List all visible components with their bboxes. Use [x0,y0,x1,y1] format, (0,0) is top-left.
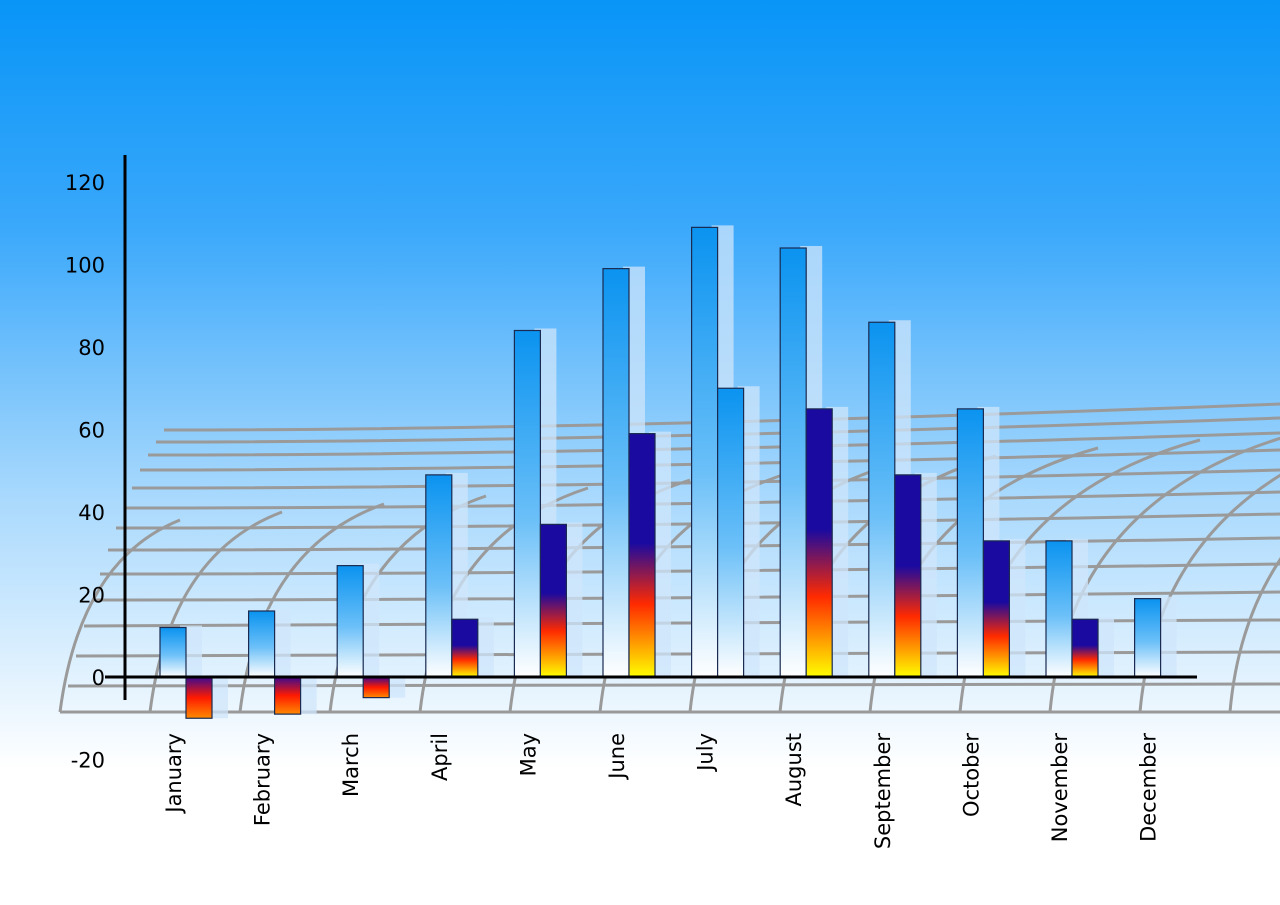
bar-2-july [716,387,745,678]
x-tick-label: March [339,733,363,797]
bar-2-may [539,523,568,678]
bar-1-march [336,565,364,678]
bar-2-september [894,474,922,678]
bar-1-october [956,408,985,678]
grid-curve [238,502,385,713]
x-tick-label: July [694,733,718,773]
bar-1-february [248,610,276,678]
bar-2-april [451,618,479,678]
x-tick-label: January [162,733,186,815]
bar-1-august [779,247,807,678]
bar-2-march [362,676,390,699]
y-tick-label: 20 [78,584,105,608]
bar-2-november [1071,618,1099,678]
x-tick-label: October [959,733,983,817]
grid-line [99,562,1280,576]
x-tick-label: April [428,733,452,781]
grid-line [67,682,1280,688]
x-tick-label: August [782,733,806,807]
x-tick-label: February [251,733,275,826]
bar-1-july [690,226,719,678]
x-tick-label: November [1048,733,1072,843]
x-tick-label: May [516,733,540,776]
y-tick-label: 0 [92,666,105,690]
y-tick-label: 100 [65,254,105,278]
x-tick-label: June [605,733,629,781]
y-tick-label: 60 [78,419,105,443]
y-tick-label: -20 [71,749,105,773]
bar-2-january [185,676,213,719]
bar-1-december [1133,598,1162,678]
bar-1-september [868,321,896,678]
bar-2-february [274,676,302,715]
bar-1-april [425,474,453,678]
x-tick-label: September [871,733,895,849]
y-tick-label: 120 [65,171,105,195]
grid-curve [1228,557,1280,713]
bar-1-june [602,268,630,678]
grid-line [163,402,1280,432]
y-tick-label: 40 [78,501,105,525]
bar-2-june [628,433,656,678]
grid-curve [148,510,283,713]
bar-2-august [805,408,833,678]
x-tick-label: December [1137,733,1161,842]
bar-2-october [982,540,1011,678]
bar-1-january [159,626,187,678]
bar-1-may [513,329,542,678]
y-tick-label: 80 [78,336,105,360]
bar-1-november [1045,540,1073,678]
grid-line [91,590,1280,602]
grid-curve [58,518,181,713]
